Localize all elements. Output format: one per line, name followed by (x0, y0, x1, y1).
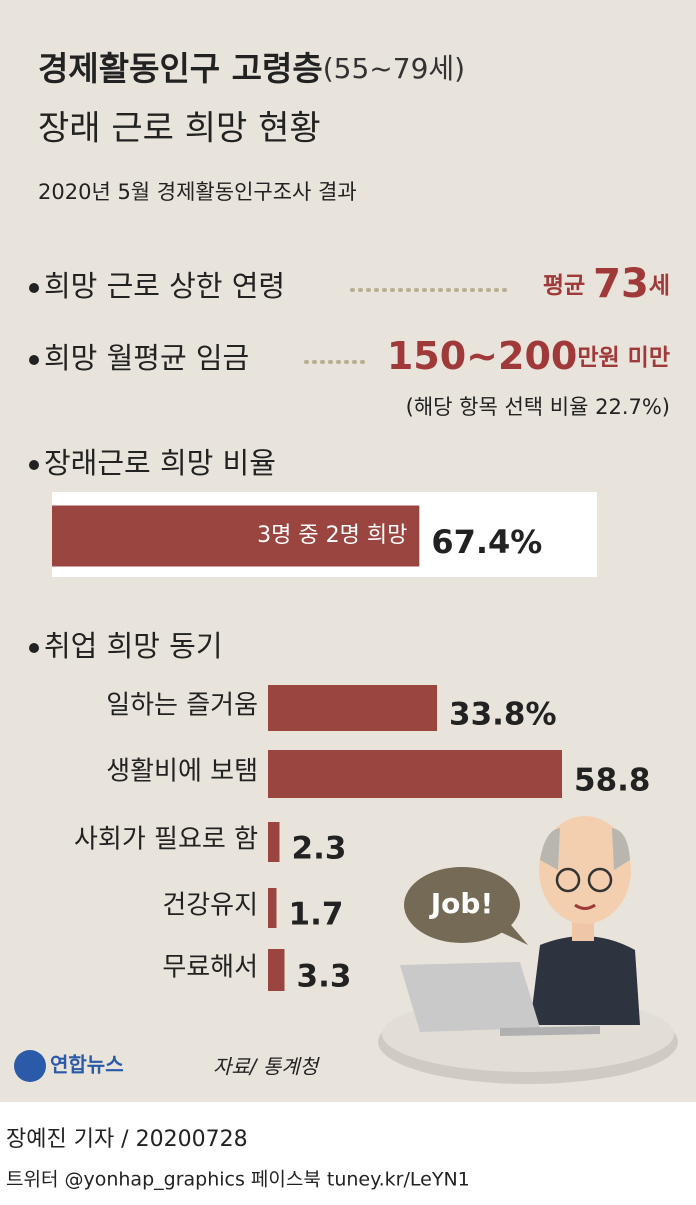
glasses (555, 867, 581, 893)
footer-background (0, 1102, 696, 1201)
fact-value: 150~200만원 미만 (387, 334, 670, 378)
chart-title: 취업 희망 동기 (44, 629, 223, 663)
head (539, 816, 631, 924)
survey: 2020년 5월 경제활동인구조사 결과 (38, 180, 357, 204)
fact-label: 희망 월평균 임금 (44, 341, 249, 375)
bullet (29, 283, 39, 293)
fact-label: 희망 근로 상한 연령 (44, 269, 285, 303)
fact-prefix: 평균 (543, 273, 585, 299)
byline: 장예진 기자 / 20200728 (6, 1127, 248, 1152)
bar-annotation: 3명 중 2명 희망 (257, 523, 407, 548)
title-main: 경제활동인구 고령층 (38, 49, 323, 88)
category-label: 건강유지 (162, 891, 258, 921)
bullet (29, 460, 39, 470)
mouth (574, 903, 596, 910)
illustration: Job! (378, 816, 678, 1084)
bar (268, 949, 285, 991)
value-label: 58.8 (574, 763, 651, 799)
body (530, 936, 640, 1025)
subtitle: 장래 근로 희망 현황 (38, 109, 321, 149)
chart-title: 장래근로 희망 비율 (44, 446, 276, 480)
bubble-text: Job! (429, 887, 493, 920)
speech-tail (492, 918, 528, 945)
bullet (29, 643, 39, 653)
fact-unit: 세 (649, 273, 670, 299)
title-suffix: (55~79세) (323, 52, 465, 85)
glasses (587, 867, 613, 893)
bar (268, 750, 562, 798)
fact-note: (해당 항목 선택 비율 22.7%) (406, 395, 670, 419)
category-label: 생활비에 보탬 (106, 757, 258, 787)
laptop (400, 962, 540, 1032)
speech-bubble (404, 867, 520, 943)
source: 자료/ 통계청 (213, 1055, 321, 1079)
bar (268, 822, 280, 862)
value-label: 3.3 (297, 959, 352, 995)
value-label: 67.4% (431, 523, 542, 561)
value-label: 2.3 (292, 831, 347, 867)
title: 경제활동인구 고령층(55~79세) (38, 49, 465, 88)
value-label: 1.7 (289, 897, 344, 933)
logo-text: 연합뉴스 (50, 1053, 124, 1077)
value-label: 33.8% (449, 697, 557, 733)
category-label: 무료해서 (162, 953, 258, 983)
fact-number: 73 (593, 261, 649, 307)
logo-mark (14, 1050, 46, 1082)
category-label: 일하는 즐거움 (106, 691, 258, 721)
laptop-base (500, 1026, 600, 1036)
fact-value: 평균 73세 (543, 261, 670, 307)
hair (540, 828, 630, 870)
bar (268, 888, 277, 928)
category-label: 사회가 필요로 함 (74, 825, 258, 855)
bullet (29, 355, 39, 365)
bar (52, 505, 420, 567)
fact-unit: 만원 미만 (577, 345, 670, 371)
social: 트위터 @yonhap_graphics 페이스북 tuney.kr/LeYN1 (6, 1169, 470, 1191)
bar (268, 685, 437, 731)
fact-number: 150~200 (387, 334, 577, 378)
